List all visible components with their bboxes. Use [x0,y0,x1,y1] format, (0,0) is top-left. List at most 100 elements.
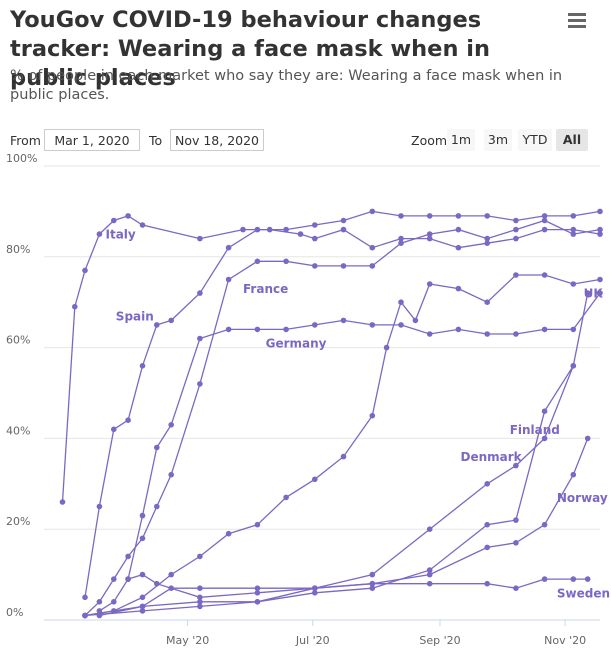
series-line-spain [84,210,601,598]
series-sweden [82,576,591,619]
data-point-sweden [82,612,88,619]
data-point-spain [139,363,146,369]
series-line-germany [99,292,601,612]
data-point-italy [597,231,603,237]
data-point-france [541,217,548,224]
series-uk [82,272,603,619]
data-point-france [225,276,232,283]
x-tick-label: May '20 [166,634,209,647]
data-point-italy [59,499,66,505]
data-point-sweden [484,580,491,587]
data-point-italy [513,235,519,242]
data-point-sweden [541,576,548,582]
data-point-france [111,576,117,582]
data-point-denmark [513,462,519,469]
data-point-italy [111,217,117,224]
data-point-denmark [484,481,491,487]
series-label-finland: Finland [510,423,560,437]
data-point-france [96,599,103,605]
data-point-uk [369,412,376,419]
series-line-denmark [127,365,574,598]
series-label-uk: UK [584,287,604,301]
data-point-germany [168,422,174,428]
data-point-norway [254,599,261,605]
x-tick-label: Sep '20 [419,634,460,647]
data-point-italy [240,226,246,233]
hamburger-menu-icon[interactable] [568,13,586,31]
data-point-spain [96,503,103,510]
data-point-france [513,226,519,233]
data-point-sweden [513,585,519,591]
series-line-uk [84,274,601,617]
zoom-ytd-button[interactable]: YTD [518,129,552,151]
data-point-spain [398,213,404,219]
data-point-germany [597,290,603,296]
data-point-denmark [541,435,548,442]
data-point-sweden [369,580,376,587]
series-labels: Italy Spain France Germany UK Finland Denmark N… [106,228,611,601]
data-point-germany [139,512,146,519]
data-point-sweden [570,576,577,582]
data-point-france [283,258,289,265]
series-label-denmark: Denmark [461,450,523,464]
y-tick-label: 60% [6,334,30,347]
data-point-germany [340,317,347,324]
data-point-spain [369,208,376,215]
x-tick-label: Jul '20 [295,634,330,647]
data-point-germany [154,444,160,451]
data-point-germany [96,608,103,614]
data-point-norway [197,599,203,605]
data-point-france [398,240,404,246]
data-point-italy [96,231,103,237]
data-point-uk [455,285,462,292]
data-point-spain [254,226,261,233]
data-point-spain [82,594,88,601]
zoom-all-button[interactable]: All [556,129,588,151]
to-date-input[interactable]: Nov 18, 2020 [170,129,264,151]
chart-subtitle: % of people in each market who say they … [10,68,563,103]
data-point-italy [455,244,462,251]
data-point-uk [139,594,146,601]
data-point-denmark [139,571,146,578]
data-point-spain [484,213,491,219]
data-point-france [484,235,491,242]
data-point-germany [283,326,289,333]
zoom-3m-button[interactable]: 3m [484,129,512,151]
data-point-germany [369,322,376,328]
data-point-germany [398,322,404,328]
data-point-sweden [168,585,174,591]
data-point-sweden [312,585,318,591]
data-point-uk [312,476,318,483]
data-point-sweden [197,585,203,591]
data-point-spain [125,417,131,424]
data-point-italy [369,244,376,251]
data-point-germany [570,326,577,333]
data-point-italy [312,235,318,242]
data-point-uk [541,272,548,278]
data-point-uk [283,494,289,501]
to-label: To [149,133,163,148]
data-point-germany [197,335,203,342]
data-point-spain [225,244,232,251]
series-line-italy [61,215,601,503]
data-point-france [597,226,603,233]
data-point-denmark [570,363,577,369]
data-point-finland [484,521,491,528]
from-date-input[interactable]: Mar 1, 2020 [44,129,140,151]
data-point-norway [584,435,591,442]
data-point-uk [513,272,519,278]
data-point-spain [197,290,203,296]
data-point-spain [455,213,462,219]
x-axis: May '20 Jul '20 Sep '20 Nov '20 [166,620,586,647]
data-point-sweden [584,576,591,582]
series-france [82,217,603,619]
data-point-uk [197,553,203,560]
data-point-germany [484,331,491,337]
data-point-norway [541,521,548,528]
data-point-germany [111,599,117,605]
data-point-germany [312,322,318,328]
zoom-1m-button[interactable]: 1m [447,129,475,151]
data-point-france [312,263,318,269]
data-point-italy [426,235,433,242]
data-point-france [570,231,577,237]
